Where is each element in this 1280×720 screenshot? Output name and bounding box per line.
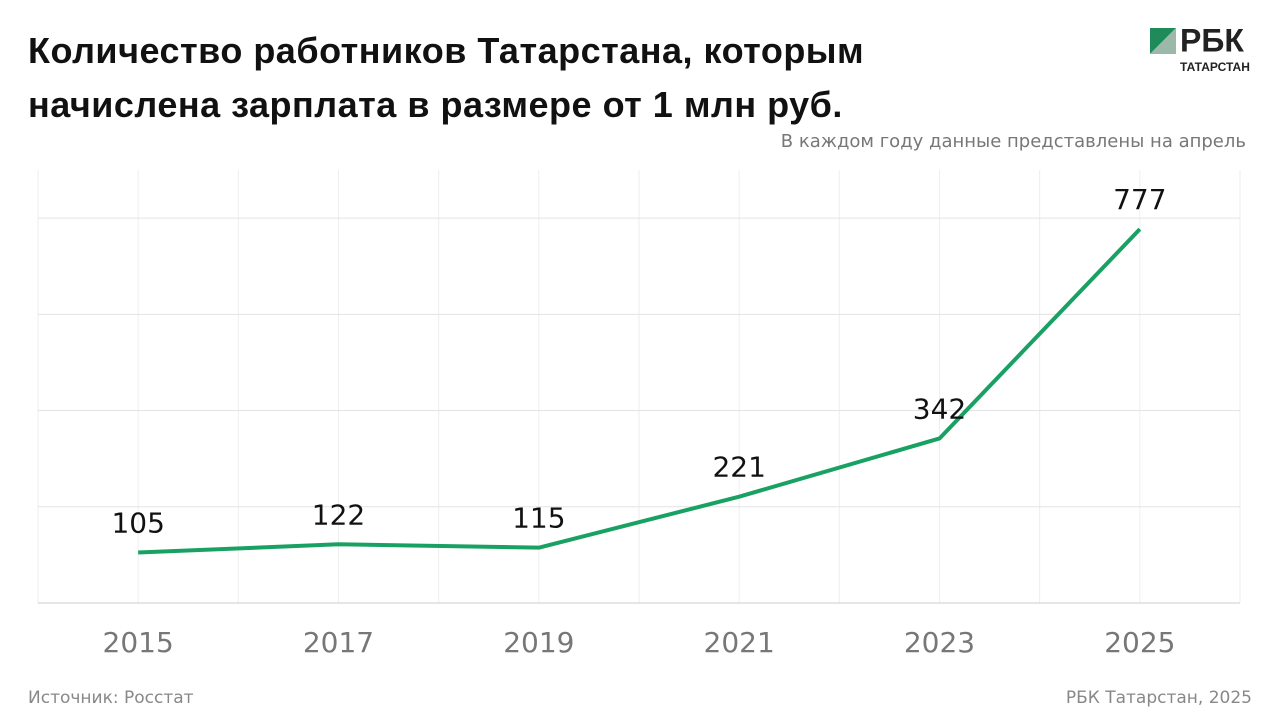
logo-mark: РБК ТАТАРСТАН — [1150, 22, 1250, 74]
logo-text: РБК — [1180, 26, 1244, 58]
credit: РБК Татарстан, 2025 — [1066, 688, 1252, 708]
x-tick-label: 2021 — [704, 626, 775, 659]
x-tick-label: 2017 — [303, 626, 374, 659]
data-label: 342 — [913, 392, 966, 425]
data-label: 221 — [712, 451, 765, 484]
logo: РБК ТАТАРСТАН — [1150, 22, 1260, 80]
data-label: 777 — [1113, 183, 1166, 216]
data-label: 122 — [312, 498, 365, 531]
data-label: 105 — [111, 506, 164, 539]
chart-title: Количество работников Татарстана, которы… — [28, 30, 865, 125]
x-tick-label: 2025 — [1104, 626, 1175, 659]
line — [138, 227, 1142, 555]
chart-subtitle: В каждом году данные представлены на апр… — [781, 131, 1246, 152]
logo-sub: ТАТАРСТАН — [1180, 60, 1250, 74]
x-tick-label: 2015 — [103, 626, 174, 659]
data-label: 115 — [512, 502, 565, 535]
source: Источник: Росстат — [28, 688, 194, 708]
x-tick-label: 2019 — [503, 626, 574, 659]
x-tick-label: 2023 — [904, 626, 975, 659]
